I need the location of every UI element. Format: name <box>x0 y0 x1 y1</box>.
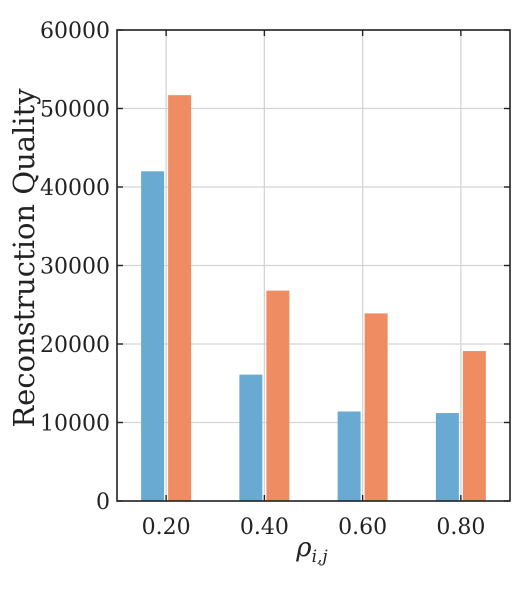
x-tick-label: 0.40 <box>240 515 289 540</box>
bar-series-1 <box>337 411 361 501</box>
ticks <box>117 29 510 502</box>
y-tick-label: 40000 <box>40 176 110 201</box>
bar-series-2 <box>168 95 192 501</box>
bar-series-2 <box>364 313 388 501</box>
y-tick-label: 0 <box>96 490 110 515</box>
bar-series-2 <box>462 351 486 501</box>
y-tick-label: 60000 <box>40 19 110 44</box>
x-tick-label: 0.60 <box>338 515 387 540</box>
bar-series-1 <box>141 171 165 502</box>
y-tick-label: 20000 <box>40 333 110 358</box>
x-axis-label: ρi,j <box>295 533 328 567</box>
x-tick-labels: 0.20 0.40 0.60 0.80 <box>142 515 486 540</box>
y-tick-label: 50000 <box>40 98 110 123</box>
bar-series-1 <box>435 413 459 501</box>
y-axis-label: Reconstruction Quality <box>7 88 41 428</box>
bars <box>141 95 486 502</box>
y-tick-label: 30000 <box>40 255 110 280</box>
x-tick-label: 0.80 <box>436 515 485 540</box>
y-tick-labels: 0 10000 20000 30000 40000 50000 60000 <box>40 19 110 515</box>
bar-series-2 <box>266 290 290 501</box>
y-tick-label: 10000 <box>40 412 110 437</box>
bar-series-1 <box>239 374 263 501</box>
x-tick-label: 0.20 <box>142 515 191 540</box>
